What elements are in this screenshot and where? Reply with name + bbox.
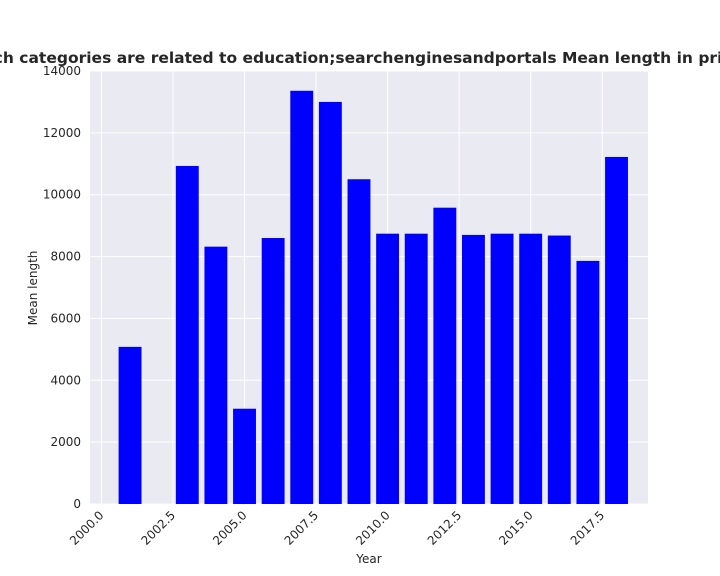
y-tick-label: 14000 bbox=[43, 64, 81, 78]
y-tick-label: 10000 bbox=[43, 188, 81, 202]
bar-2001 bbox=[118, 346, 142, 504]
y-tick-labels: 0 2000 4000 6000 8000 10000 12000 14000 bbox=[43, 64, 81, 511]
bar-2006 bbox=[261, 238, 285, 504]
x-tick-label: 2005.0 bbox=[210, 508, 250, 548]
bar-2008 bbox=[318, 101, 342, 504]
bar-2009 bbox=[347, 179, 371, 504]
y-tick-label: 12000 bbox=[43, 126, 81, 140]
bar-2007 bbox=[290, 90, 314, 505]
bar-2017 bbox=[576, 260, 600, 504]
bar-2003 bbox=[175, 165, 199, 504]
y-tick-label: 6000 bbox=[50, 311, 81, 325]
y-tick-label: 8000 bbox=[50, 250, 81, 264]
bar-2010 bbox=[376, 233, 400, 505]
bar-2013 bbox=[462, 234, 485, 504]
x-tick-label: 2000.0 bbox=[67, 508, 107, 548]
x-tick-label: 2010.0 bbox=[353, 508, 393, 548]
x-tick-label: 2012.5 bbox=[425, 508, 465, 548]
bar-2012 bbox=[433, 207, 457, 504]
y-tick-label: 0 bbox=[73, 497, 81, 511]
x-tick-labels: 2000.0 2002.5 2005.0 2007.5 2010.0 2012.5 2015… bbox=[67, 508, 607, 548]
x-tick-label: 2015.0 bbox=[496, 508, 536, 548]
x-tick-label: 2002.5 bbox=[139, 508, 179, 548]
chart-title: Websites which categories are related to… bbox=[0, 49, 720, 67]
bar-2015 bbox=[519, 233, 543, 505]
y-tick-label: 2000 bbox=[50, 435, 81, 449]
bar-2018 bbox=[605, 156, 628, 504]
bar-2016 bbox=[547, 235, 571, 505]
y-axis-label: Mean length bbox=[26, 251, 40, 326]
x-axis-label: Year bbox=[355, 552, 381, 566]
bar-2011 bbox=[404, 233, 428, 505]
bar-2004 bbox=[204, 246, 228, 504]
bars bbox=[118, 90, 628, 505]
x-tick-label: 2007.5 bbox=[282, 508, 322, 548]
y-tick-label: 4000 bbox=[50, 373, 81, 387]
bar-2014 bbox=[490, 233, 514, 505]
bar-2005 bbox=[233, 408, 256, 504]
x-tick-label: 2017.5 bbox=[568, 508, 608, 548]
